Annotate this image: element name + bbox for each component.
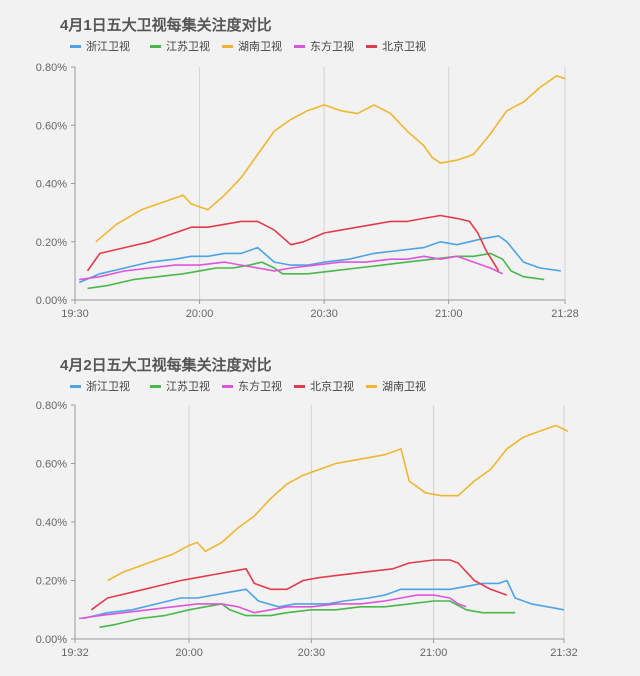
x-tick-label: 21:32	[550, 647, 578, 659]
legend-swatch	[70, 385, 81, 388]
series-line	[78, 235, 561, 284]
y-tick-label: 0.40%	[36, 179, 67, 191]
series-line	[90, 559, 508, 611]
x-tick-label: 19:32	[61, 647, 89, 659]
legend-label: 湖南卫视	[382, 379, 426, 393]
y-tick-label: 0.00%	[36, 295, 67, 307]
series-line	[87, 252, 545, 290]
x-tick-label: 21:28	[551, 308, 579, 320]
legend-label: 北京卫视	[382, 39, 426, 53]
legend-swatch	[70, 45, 81, 48]
x-tick-label: 21:00	[435, 308, 463, 320]
y-tick-label: 0.20%	[36, 576, 67, 588]
series-line	[86, 214, 500, 272]
y-tick-label: 0.20%	[36, 237, 67, 249]
legend-swatch	[150, 385, 161, 388]
series-line	[83, 579, 565, 620]
x-tick-label: 20:30	[310, 308, 338, 320]
legend-label: 东方卫视	[238, 379, 282, 393]
legend-label: 江苏卫视	[166, 39, 210, 53]
x-tick-label: 21:00	[420, 647, 448, 659]
legend-label: 湖南卫视	[238, 39, 282, 53]
chart-title: 4月1日五大卫视每集关注度对比	[60, 16, 272, 34]
series-line	[99, 600, 516, 629]
legend-label: 江苏卫视	[166, 379, 210, 393]
legend-swatch	[150, 45, 161, 48]
y-tick-label: 0.40%	[36, 517, 67, 529]
x-tick-label: 19:30	[61, 308, 89, 320]
legend-swatch	[294, 385, 305, 388]
legend-swatch	[294, 45, 305, 48]
series-line	[78, 594, 467, 620]
y-tick-label: 0.60%	[36, 459, 67, 471]
series-line	[95, 74, 566, 243]
chart-title: 4月2日五大卫视每集关注度对比	[60, 356, 272, 374]
legend-swatch	[222, 385, 233, 388]
x-tick-label: 20:00	[175, 647, 203, 659]
x-tick-label: 20:30	[298, 647, 326, 659]
legend-label: 浙江卫视	[86, 379, 130, 393]
series-line	[107, 424, 569, 582]
legend-swatch	[366, 385, 377, 388]
legend-swatch	[222, 45, 233, 48]
y-tick-label: 0.60%	[36, 120, 67, 132]
y-tick-label: 0.00%	[36, 634, 67, 646]
y-tick-label: 0.80%	[36, 400, 67, 412]
legend-swatch	[366, 45, 377, 48]
x-tick-label: 20:00	[186, 308, 214, 320]
series-line	[79, 255, 504, 281]
y-tick-label: 0.80%	[36, 62, 67, 74]
legend-label: 浙江卫视	[86, 39, 130, 53]
legend-label: 东方卫视	[310, 39, 354, 53]
legend-label: 北京卫视	[310, 379, 354, 393]
